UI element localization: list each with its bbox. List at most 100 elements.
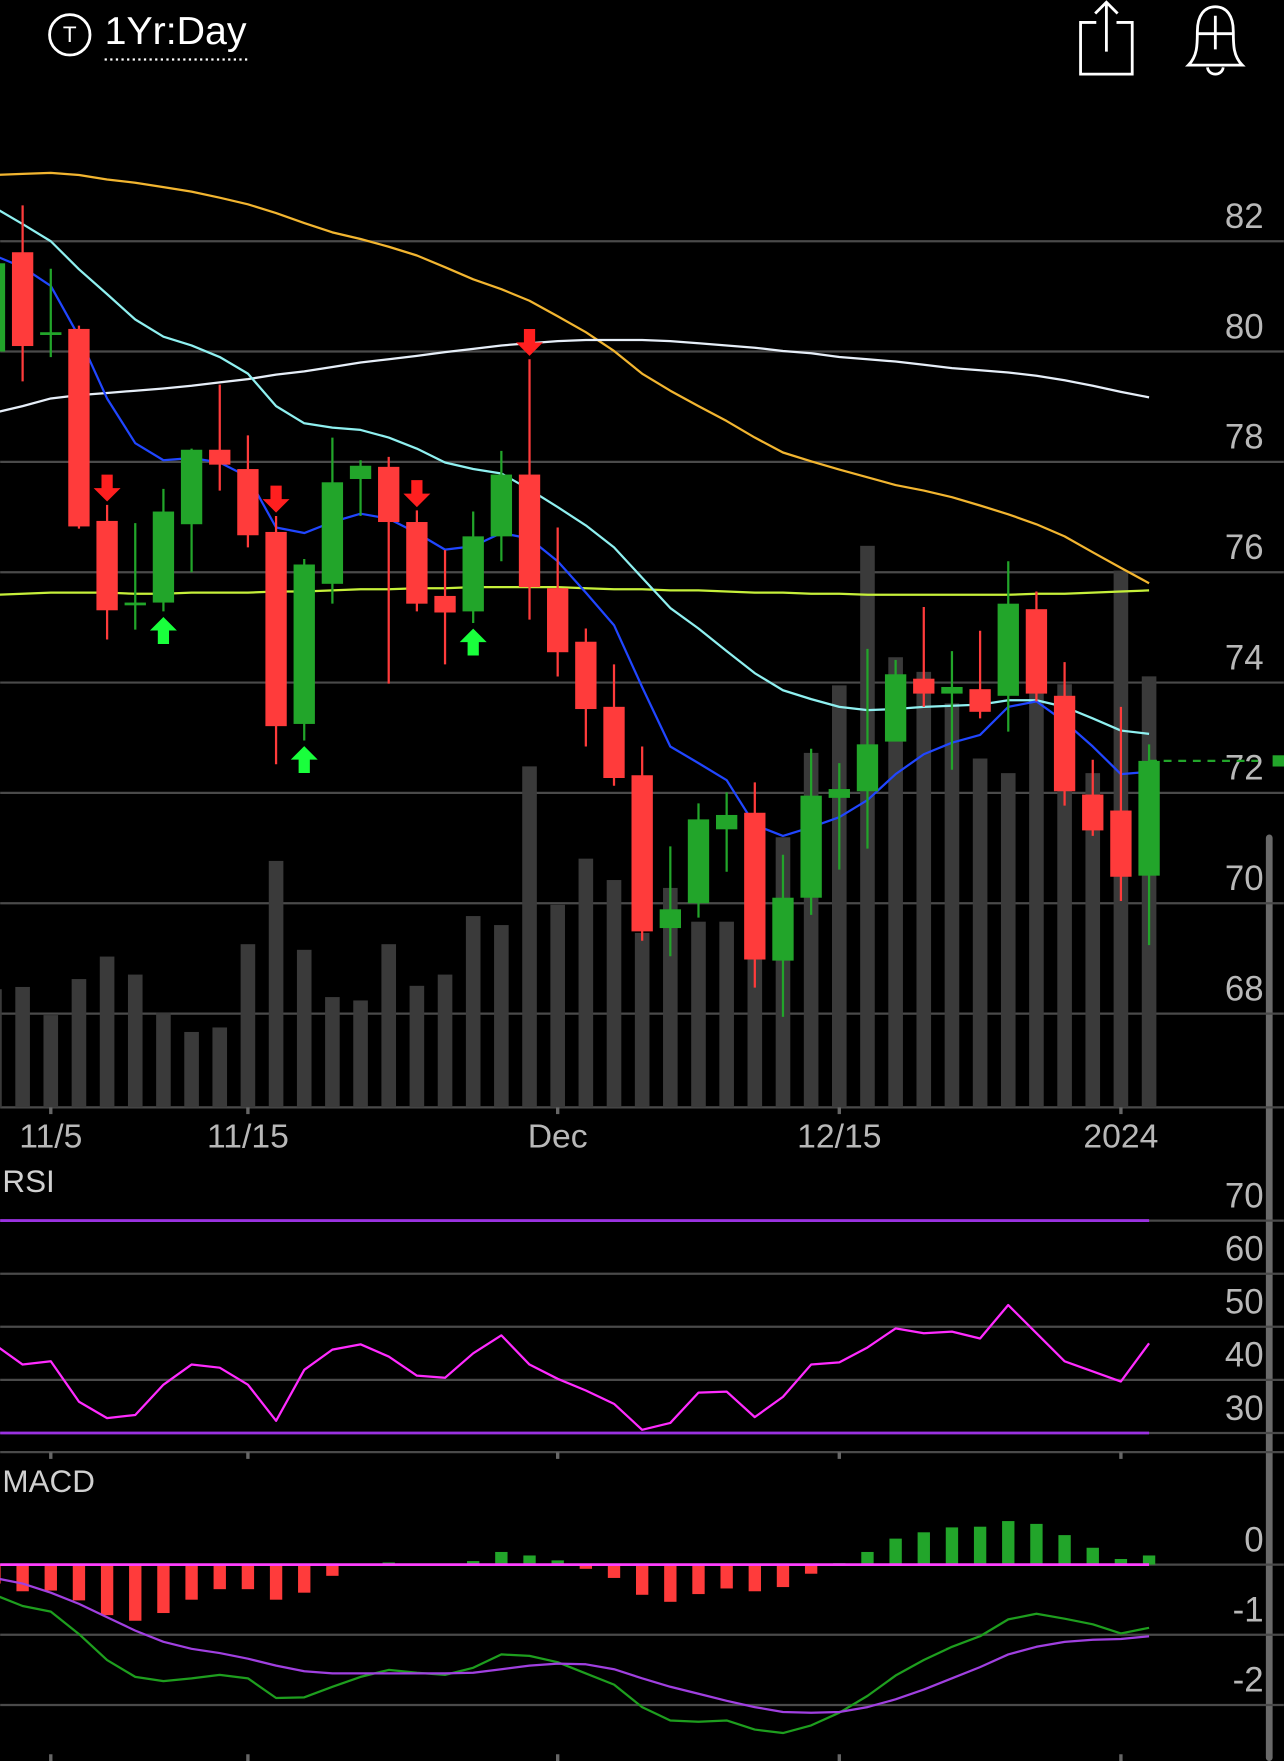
volume-bar (353, 1000, 368, 1108)
candle-body (265, 531, 287, 727)
x-tick-label: 11/15 (207, 1119, 289, 1156)
candle-body (659, 909, 681, 929)
histogram-bar (16, 1564, 29, 1592)
candle-body (434, 595, 456, 613)
y-tick-label: 40 (1225, 1336, 1264, 1375)
histogram-bar (1086, 1547, 1099, 1565)
histogram-bar (804, 1564, 818, 1574)
histogram-bar (917, 1532, 930, 1565)
histogram-bar (326, 1564, 339, 1576)
histogram-bar (1114, 1558, 1128, 1565)
candle-body (913, 678, 935, 694)
candle-body (715, 814, 738, 830)
candle-body (518, 474, 541, 588)
volume-bar (1000, 773, 1016, 1108)
y-tick-label: 76 (1225, 528, 1264, 567)
histogram-bar (692, 1564, 705, 1595)
candle-body (1110, 810, 1132, 877)
histogram-bar (213, 1564, 226, 1590)
candle-body (124, 602, 146, 606)
histogram-bar (0, 1564, 1, 1584)
scroll-indicator (1265, 834, 1273, 1761)
volume-bar (663, 887, 678, 1108)
candle-body (687, 819, 710, 904)
y-tick-label: -2 (1233, 1661, 1264, 1700)
histogram-bar (1030, 1523, 1043, 1565)
rsi-title: RSI (2, 1164, 54, 1199)
volume-bar (43, 1015, 59, 1108)
y-tick-label: 60 (1225, 1229, 1264, 1268)
candle-body (11, 252, 34, 347)
histogram-bar (72, 1564, 86, 1601)
candle-body (378, 466, 400, 523)
histogram-bar (269, 1564, 283, 1600)
candle-body (40, 332, 62, 335)
volume-bar (409, 985, 425, 1108)
candle-body (152, 511, 175, 603)
x-tick-label: Dec (528, 1119, 588, 1156)
volume-bar (325, 997, 340, 1108)
period-selector[interactable]: 1Yr:Day (105, 9, 247, 53)
top-bar: T 1Yr:Day (48, 0, 1246, 76)
histogram-bar (748, 1564, 761, 1592)
volume-bar (240, 944, 256, 1108)
sell-arrow (93, 474, 121, 502)
candle-body (603, 706, 625, 779)
volume-bar (550, 904, 565, 1108)
y-tick-label: 70 (1225, 1176, 1264, 1215)
candle-body (1053, 695, 1076, 792)
indicator-line (0, 1303, 1150, 1431)
candle-body (0, 263, 6, 352)
histogram-bar (44, 1564, 57, 1591)
candle-body (575, 641, 597, 710)
histogram-bar (776, 1564, 790, 1588)
histogram-bar (157, 1564, 170, 1614)
volume-bar (0, 989, 2, 1108)
candle-body (828, 789, 850, 798)
y-tick-label: 70 (1225, 859, 1264, 898)
badge-letter: T (63, 22, 77, 47)
volume-bar (1085, 773, 1101, 1108)
candle-body (772, 897, 794, 961)
volume-bar (944, 703, 960, 1108)
symbol-badge[interactable] (48, 13, 92, 57)
x-tick-label: 2024 (1083, 1119, 1158, 1156)
last-price-tag (1272, 755, 1284, 767)
histogram-bar (607, 1564, 621, 1578)
histogram-bar (1058, 1535, 1071, 1565)
volume-bar (719, 921, 734, 1108)
alert-button[interactable] (1184, 5, 1246, 76)
volume-bar (465, 916, 481, 1108)
candle-body (631, 775, 653, 932)
candle-body (997, 603, 1019, 696)
candle-body (462, 536, 484, 612)
sell-arrow (262, 485, 290, 513)
y-tick-label: 50 (1225, 1283, 1264, 1322)
candle-body (1025, 609, 1048, 694)
y-tick-label: 78 (1225, 418, 1264, 457)
histogram-bar (1002, 1521, 1015, 1565)
volume-bar (381, 944, 397, 1108)
histogram-bar (664, 1564, 677, 1602)
volume-bar (831, 685, 847, 1108)
sell-arrow (516, 328, 543, 356)
buy-arrow (149, 617, 177, 644)
candle-body (406, 522, 428, 604)
volume-bar (268, 860, 284, 1108)
candle-body (293, 564, 315, 724)
y-tick-label: 72 (1225, 749, 1264, 788)
candle-body (1138, 760, 1160, 876)
share-button[interactable] (1079, 0, 1134, 76)
indicator-line (0, 1577, 1150, 1714)
histogram-bar (185, 1564, 198, 1600)
y-tick-label: 80 (1225, 307, 1264, 346)
volume-bar (747, 955, 763, 1108)
volume-bar (522, 766, 537, 1108)
volume-bar (578, 858, 594, 1108)
volume-bar (888, 657, 903, 1108)
candle-body (547, 588, 569, 653)
candle-body (800, 795, 822, 898)
